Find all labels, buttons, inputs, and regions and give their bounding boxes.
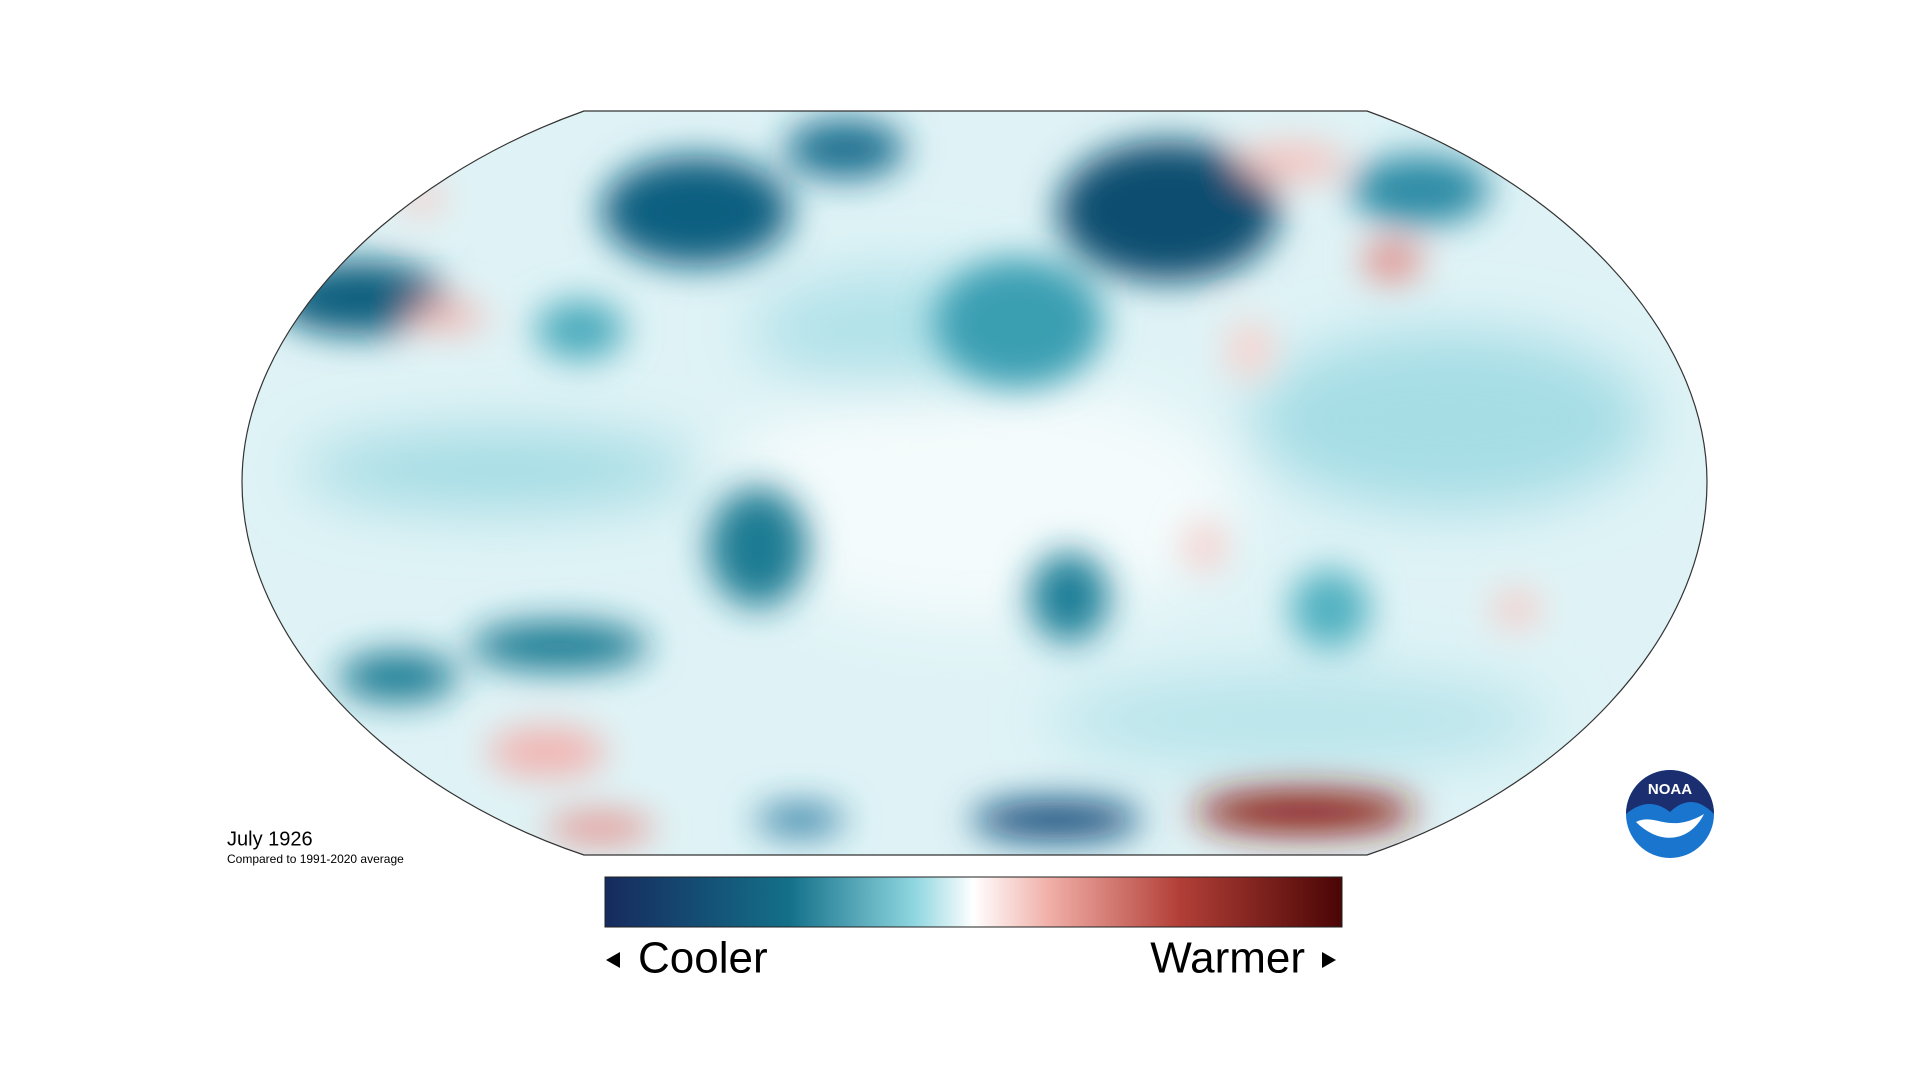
map-subtitle: Compared to 1991-2020 average [227, 852, 404, 866]
map-outline [241, 110, 1708, 856]
warmer-label: Warmer [1150, 934, 1305, 983]
cooler-arrow [606, 952, 620, 968]
anomaly-field [242, 111, 1707, 855]
color-scale [604, 876, 1343, 928]
logo-text: NOAA [1648, 781, 1692, 798]
warmer-arrow [1322, 952, 1336, 968]
cooler-label: Cooler [638, 934, 768, 983]
map-title: July 1926 [227, 828, 313, 850]
noaa-logo: NOAA [1626, 770, 1714, 858]
